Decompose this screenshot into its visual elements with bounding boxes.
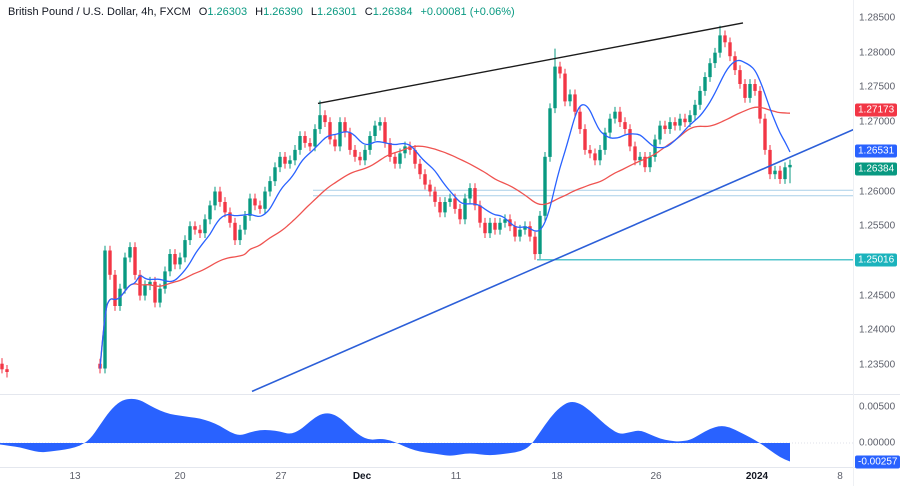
- price-tick: 1.27500: [859, 81, 896, 93]
- panel-divider[interactable]: [0, 394, 900, 395]
- ma-blue-value-badge: 1.26531: [855, 144, 898, 158]
- symbol-title[interactable]: British Pound / U.S. Dollar, 4h, FXCM: [8, 6, 191, 18]
- price-tick: 1.28500: [859, 12, 896, 24]
- time-label: 8: [837, 471, 843, 482]
- ohlc-open: O1.26303: [199, 6, 247, 18]
- low-value: 1.26301: [316, 6, 357, 18]
- indicator-pane: [0, 398, 853, 462]
- hline-price-badge: 1.25016: [855, 253, 898, 267]
- change-value: +0.00081 (+0.06%): [420, 6, 515, 18]
- chart-legend: British Pound / U.S. Dollar, 4h, FXCM O1…: [8, 6, 515, 18]
- time-label: 20: [174, 471, 186, 482]
- time-label: 2024: [745, 471, 769, 482]
- price-tick: 1.25500: [859, 220, 896, 232]
- price-axis-border: [853, 0, 854, 486]
- high-value: 1.26390: [263, 6, 303, 18]
- price-tick: 1.24500: [859, 290, 896, 302]
- time-label: 18: [551, 471, 563, 482]
- close-value: 1.26384: [372, 6, 413, 18]
- open-label: O: [198, 6, 208, 18]
- high-label: H: [255, 6, 264, 18]
- price-tick: 1.27000: [859, 116, 896, 128]
- price-axis[interactable]: 1.28500 1.28000 1.27500 1.27000 1.26000 1.255…: [853, 0, 900, 486]
- time-axis[interactable]: 13 20 27 Dec 11 18 26 2024 8: [0, 468, 853, 486]
- ohlc-low: L1.26301: [311, 6, 357, 18]
- indicator-tick: 0.00000: [859, 437, 896, 449]
- open-value: 1.26303: [207, 6, 248, 18]
- oscillator-area[interactable]: [0, 398, 790, 462]
- price-tick: 1.28000: [859, 47, 896, 59]
- low-label: L: [310, 6, 317, 18]
- resistance-trendline[interactable]: [317, 22, 744, 105]
- time-axis-border: [0, 467, 900, 468]
- indicator-tick: 0.00500: [859, 401, 896, 413]
- ohlc-high: H1.26390: [255, 6, 303, 18]
- oscillator-value-badge: -0.00257: [855, 455, 900, 468]
- support-trendline[interactable]: [251, 110, 899, 393]
- time-label: 26: [650, 471, 662, 482]
- close-label: C: [364, 6, 373, 18]
- ma-slow-red[interactable]: [99, 106, 791, 369]
- price-tick: 1.24000: [859, 324, 896, 336]
- ma-red-value-badge: 1.27173: [855, 103, 898, 117]
- price-pane: [0, 22, 899, 393]
- time-label: 27: [275, 471, 287, 482]
- time-label: 13: [69, 471, 81, 482]
- time-label: Dec: [352, 471, 372, 482]
- ma-fast-blue[interactable]: [99, 59, 791, 369]
- last-price-badge: 1.26384: [855, 162, 898, 176]
- price-tick: 1.23500: [859, 359, 896, 371]
- time-label: 11: [450, 471, 462, 482]
- price-tick: 1.26000: [859, 186, 896, 198]
- ohlc-close: C1.26384: [365, 6, 413, 18]
